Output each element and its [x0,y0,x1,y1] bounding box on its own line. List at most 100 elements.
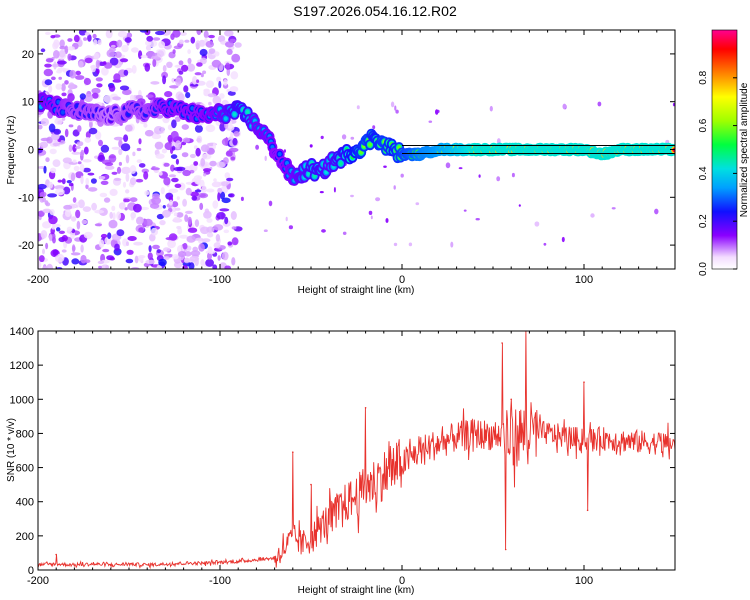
noise-blob [73,165,80,172]
noise-blob [169,85,179,89]
noise-blob [390,101,395,108]
noise-blob [102,61,107,65]
noise-blob [108,219,118,229]
y-tick-label: 0 [28,565,34,577]
noise-blob [511,172,515,178]
noise-blob [350,194,354,198]
y-tick-label: -10 [18,192,34,204]
noise-blob [80,175,84,185]
noise-blob [211,59,222,68]
noise-blob [198,192,209,199]
noise-blob [177,251,187,258]
noise-blob [385,218,389,223]
noise-blob [58,230,65,234]
noise-blob [196,135,203,144]
noise-blob [178,70,184,75]
noise-blob [175,158,179,165]
noise-blob [283,149,286,153]
noise-blob [208,48,216,54]
noise-blob [118,202,126,210]
noise-blob [168,188,179,193]
noise-blob [181,124,189,130]
noise-blob [79,93,86,100]
noise-blob [78,60,84,68]
noise-blob [182,264,188,269]
noise-blob [230,71,239,80]
noise-blob [118,148,123,156]
noise-blob [153,126,164,135]
noise-blob [66,180,72,184]
noise-blob [207,246,213,254]
noise-blob [309,144,313,148]
noise-blob [68,82,75,90]
noise-blob [91,92,99,99]
noise-blob [61,178,66,185]
noise-blob [108,84,116,92]
noise-blob [206,218,213,223]
noise-blob [182,242,188,250]
noise-blob [205,258,215,267]
noise-blob [187,57,192,65]
noise-blob [119,85,130,91]
noise-blob [201,238,211,243]
noise-blob [185,92,191,99]
noise-blob [38,210,45,217]
noise-blob [203,30,209,39]
noise-blob [39,191,47,198]
noise-blob [70,216,77,222]
noise-blob [145,94,154,98]
noise-blob [53,128,61,135]
noise-blob [126,249,134,255]
noise-blob [216,212,226,220]
noise-blob [226,177,234,182]
noise-blob [224,216,229,225]
noise-blob [226,89,230,93]
noise-blob [133,203,142,213]
noise-blob [38,255,45,263]
noise-blob [107,232,112,239]
noise-blob [654,208,659,215]
noise-blob [543,242,547,246]
y-tick-label: 1200 [10,360,34,372]
noise-blob [194,189,202,193]
noise-blob [52,249,59,256]
noise-blob [205,124,216,133]
noise-blob [590,213,595,218]
noise-blob [181,64,189,72]
ridge-blob [312,173,317,179]
noise-blob [212,142,216,150]
noise-blob [77,199,85,209]
noise-blob [48,234,53,242]
y-tick-label: 1000 [10,394,34,406]
noise-blob [174,116,181,122]
noise-blob [395,109,399,114]
noise-blob [48,123,56,133]
noise-blob [408,242,413,247]
colorbar-label: Normalized spectral amplitude [739,82,750,217]
noise-blob [98,265,102,269]
noise-blob [59,39,65,48]
noise-blob [75,70,82,76]
noise-blob [231,257,236,266]
noise-blob [73,34,80,43]
noise-blob [218,35,226,43]
noise-blob [205,80,215,88]
noise-blob [182,169,191,177]
x-tick-label: -100 [209,575,231,587]
noise-blob [97,154,106,162]
noise-blob [64,209,72,217]
colorbar-tick-label: 0.6 [698,118,709,132]
noise-blob [47,193,58,198]
noise-blob [162,247,171,252]
noise-blob [135,178,144,183]
noise-blob [70,252,81,256]
noise-blob [179,31,187,36]
noise-blob [187,227,198,233]
noise-blob [95,59,100,69]
noise-blob [496,138,501,145]
x-tick-label: 0 [399,575,405,587]
ridge-blob [338,161,343,166]
noise-blob [139,30,148,33]
noise-blob [38,124,43,130]
